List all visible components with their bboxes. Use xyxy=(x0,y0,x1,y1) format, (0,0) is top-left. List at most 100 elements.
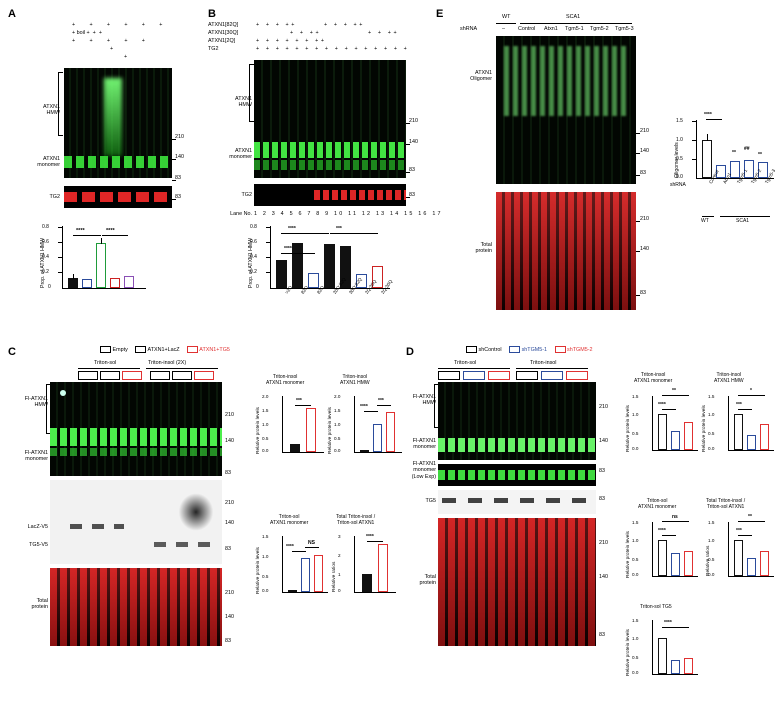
panel-d-blotlabel-tg5: TG5 xyxy=(425,498,436,504)
panel-b-row-values-0: + + + ++ xyxy=(256,22,298,28)
panel-c-blot-atxn1 xyxy=(50,382,222,476)
panel-b-lane-label: Lane No. xyxy=(230,211,252,217)
panel-e-letter: E xyxy=(436,8,444,20)
panel-d-blot-monomer-lowexp xyxy=(438,464,596,486)
panel-e-chart-group-sca1: SCA1 xyxy=(736,218,750,224)
panel-b-row-label-0: ATXN1[82Q] xyxy=(208,22,239,28)
panel-c-legend-2: ATXN1+TG5 xyxy=(199,346,230,353)
panel-e-mw-140b: 140 xyxy=(640,246,649,252)
panel-d-mw-83b: 83 xyxy=(599,496,605,502)
panel-e-chart-group-wt: WT xyxy=(701,218,709,224)
panel-e-chart: 1.5 1.0 0.5 0.0 Oligomer levels **** ** … xyxy=(670,112,777,224)
panel-b-chart: 0.8 0.6 0.4 0.2 0 Prop. of ATXN1 HMW ***… xyxy=(248,224,394,295)
panel-c-blotlabel-monomer: Fl-ATXN1 monomer xyxy=(24,450,48,463)
panel-c-mw-140: 140 xyxy=(225,438,234,444)
panel-c: C Empty ATXN1+LacZ ATXN1+TG5 Triton-sol … xyxy=(8,346,403,676)
panel-e: E WT SCA1 shRNA – Control Atxn1 Tgm5-1 T… xyxy=(436,8,776,338)
panel-e-shrna-1: Control xyxy=(518,26,536,32)
panel-c-blotlabel-tg5: TG5-V5 xyxy=(29,542,48,548)
panel-d-blotlabel-total: Total protein xyxy=(419,574,436,587)
panel-e-group-sca1: SCA1 xyxy=(566,14,581,20)
panel-e-shrna-2: Atxn1 xyxy=(544,26,558,32)
panel-a-blotlabel-tg2: TG2 xyxy=(49,194,60,200)
panel-c-blotlabel-lacz: LacZ-V5 xyxy=(27,524,48,530)
panel-a-blotlabel-hmw: ATXN1 HMW xyxy=(43,104,60,117)
panel-c-chart-2: Triton-sol ATXN1 monomer 1.5 1.0 0.5 0.0… xyxy=(256,514,328,634)
panel-b-blotlabel-tg2: TG2 xyxy=(241,192,252,198)
panel-b-lane-numbers: 1 2 3 4 5 6 7 8 9 10 11 12 13 14 15 16 1… xyxy=(254,211,443,217)
panel-b-row-label-2: ATXN1[2Q] xyxy=(208,38,236,44)
panel-b-hmw-bracket xyxy=(249,64,254,122)
panel-c-chart-0: Triton-insol ATXN1 monomer 2.0 1.5 1.0 0… xyxy=(256,374,328,494)
panel-c-mw-140c: 140 xyxy=(225,614,234,620)
panel-b-row-values-0b: + + + ++ xyxy=(324,22,366,28)
panel-a-letter: A xyxy=(8,8,16,20)
panel-d-chart-1: Triton-insol ATXN1 HMW 1.5 1.0 0.5 0.0 R… xyxy=(702,372,776,490)
panel-d-chart-3: Total Triton-insol / Triton-sol ATXN1 1.… xyxy=(704,498,776,616)
panel-b-row-values-1: + + ++ xyxy=(290,30,322,36)
panel-e-shrna-0: – xyxy=(502,26,505,32)
panel-c-legend: Empty ATXN1+LacZ ATXN1+TG5 xyxy=(100,346,230,353)
panel-d-mw-210: 210 xyxy=(599,404,608,410)
panel-d-mw-83c: 83 xyxy=(599,632,605,638)
panel-c-mw-140b: 140 xyxy=(225,520,234,526)
panel-d-group-1: Triton-insol xyxy=(530,360,557,366)
legend-swatch-shcontrol xyxy=(466,346,477,353)
panel-c-mw-83c: 83 xyxy=(225,546,231,552)
panel-a-mw-83: 83 xyxy=(175,175,181,181)
panel-b-blot-tg2 xyxy=(254,184,406,206)
panel-e-shrna-label: shRNA xyxy=(460,26,478,32)
panel-d-legend-1: shTGM5-1 xyxy=(521,346,548,353)
panel-d-blot-tg5 xyxy=(438,490,596,514)
panel-a-row-values-1: + boil + + + xyxy=(72,30,102,36)
panel-b-row-values-2: + + + + + + ++ xyxy=(256,38,327,44)
panel-e-blot-oligomer xyxy=(496,36,636,184)
panel-c-mw-83d: 83 xyxy=(225,638,231,644)
panel-a: A ATXN1[82Q] + + + + + + TG2 + boil + + … xyxy=(8,8,193,338)
panel-a-row-values-4: + xyxy=(124,54,128,60)
panel-b-letter: B xyxy=(208,8,216,20)
panel-e-mw-140: 140 xyxy=(640,148,649,154)
panel-c-chart-1: Triton-insol ATXN1 HMW 2.0 1.5 1.0 0.5 0… xyxy=(328,374,402,494)
panel-c-legend-0: Empty xyxy=(112,346,128,353)
panel-b-mw-140: 140 xyxy=(409,139,418,145)
panel-b-row-label-3: TG2 xyxy=(208,46,219,52)
panel-a-blot-atxn1 xyxy=(64,68,172,178)
panel-d-blotlabel-hmw: Fl-ATXN1 HMW xyxy=(412,394,436,407)
panel-d-mw-210b: 210 xyxy=(599,540,608,546)
panel-c-legend-1: ATXN1+LacZ xyxy=(147,346,180,353)
panel-a-blot-tg2 xyxy=(64,186,172,208)
panel-b: B ATXN1[82Q] + + + ++ + + + ++ ATXN1[30Q… xyxy=(208,8,441,338)
panel-d-legend-0: shControl xyxy=(478,346,502,353)
panel-c-mw-210b: 210 xyxy=(225,500,234,506)
panel-d-chart-0: Triton-insol ATXN1 monomer 1.5 1.0 0.5 0… xyxy=(626,372,700,490)
panel-a-blotlabel-monomer: ATXN1 monomer xyxy=(37,156,60,169)
panel-d-lane-headers xyxy=(438,371,588,380)
panel-c-mw-210: 210 xyxy=(225,412,234,418)
panel-a-mw-83b: 83 xyxy=(175,194,181,200)
legend-swatch-shtgm5-2 xyxy=(554,346,566,353)
panel-e-group-wt: WT xyxy=(502,14,511,20)
panel-e-mw-83b: 83 xyxy=(640,290,646,296)
panel-d-mw-140: 140 xyxy=(599,438,608,444)
panel-c-mw-83: 83 xyxy=(225,470,231,476)
panel-d: D shControl shTGM5-1 shTGM5-2 Triton-sol… xyxy=(406,346,778,676)
panel-d-blot-hmw xyxy=(438,382,596,460)
panel-e-blot-total xyxy=(496,192,636,310)
panel-b-mw-210: 210 xyxy=(409,118,418,124)
legend-swatch-empty xyxy=(100,346,111,353)
panel-c-lane-headers xyxy=(78,371,218,380)
panel-d-blotlabel-monomer: Fl-ATXN1 monomer xyxy=(412,438,436,451)
panel-e-shrna-5: Tgm5-3 xyxy=(615,26,634,32)
panel-d-legend-2: shTGM5-2 xyxy=(567,346,593,353)
panel-c-group-0: Triton-sol xyxy=(94,360,117,366)
legend-swatch-shtgm5-1 xyxy=(509,346,521,353)
panel-a-chart: 0.8 0.6 0.4 0.2 0 Prop. of ATXN1 HMW ***… xyxy=(36,224,146,312)
panel-b-mw-83: 83 xyxy=(409,167,415,173)
panel-d-legend: shControl shTGM5-1 shTGM5-2 xyxy=(466,346,593,353)
panel-c-chart-3: Total Triton-insol / Triton-sol ATXN1 3 … xyxy=(330,514,402,634)
panel-c-group-1: Triton-insol (2X) xyxy=(148,360,187,366)
panel-c-mw-210c: 210 xyxy=(225,590,234,596)
panel-d-mw-83: 83 xyxy=(599,468,605,474)
panel-b-mw-83b: 83 xyxy=(409,192,415,198)
